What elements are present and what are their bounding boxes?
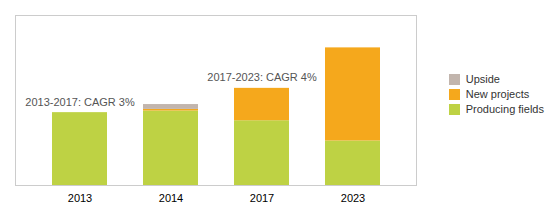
html-text:New projects: New projects <box>465 88 530 100</box>
html-text:Producing fields: Producing fields <box>465 103 544 115</box>
svg-text:2017: 2017 <box>250 192 274 204</box>
html-text:Upside: Upside <box>465 73 500 85</box>
svg-text:2013-2017: CAGR 3%: 2013-2017: CAGR 3% <box>25 96 135 108</box>
svg-text:2013: 2013 <box>68 192 92 204</box>
svg-text:2014: 2014 <box>159 192 183 204</box>
svg-text:2023: 2023 <box>341 192 365 204</box>
svg-text:2017-2023: CAGR 4%: 2017-2023: CAGR 4% <box>207 71 317 83</box>
